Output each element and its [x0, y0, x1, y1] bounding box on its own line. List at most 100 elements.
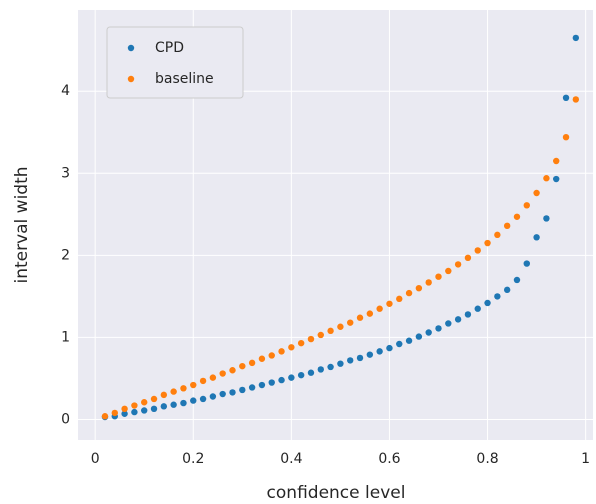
point	[180, 385, 187, 392]
point	[396, 295, 403, 303]
point	[523, 260, 530, 267]
point	[405, 289, 413, 297]
point	[533, 189, 540, 197]
point	[376, 348, 383, 355]
x-tick-label: 1	[581, 451, 590, 467]
point	[219, 370, 226, 377]
legend-label: baseline	[155, 71, 214, 87]
point	[386, 344, 393, 352]
point	[297, 371, 305, 379]
point	[239, 386, 246, 394]
point	[454, 261, 462, 268]
x-tick-label: 0.4	[280, 451, 302, 467]
point	[386, 300, 393, 307]
point	[190, 381, 197, 389]
point	[327, 363, 334, 371]
point	[288, 374, 295, 381]
point	[209, 393, 217, 400]
legend-marker	[127, 44, 135, 52]
point	[317, 366, 324, 373]
point	[258, 355, 266, 362]
point	[445, 320, 452, 327]
point	[356, 314, 364, 321]
point	[199, 377, 207, 385]
point	[160, 391, 168, 399]
point	[513, 276, 521, 284]
point	[199, 395, 207, 403]
point	[239, 362, 246, 370]
point	[258, 381, 266, 389]
point	[366, 310, 374, 317]
point	[366, 351, 374, 358]
point	[317, 331, 324, 339]
point	[464, 254, 472, 262]
point	[101, 413, 109, 420]
point	[170, 401, 177, 408]
point	[503, 222, 511, 230]
point	[376, 305, 383, 312]
legend: CPD baseline	[106, 26, 244, 99]
x-tick-label: 0.8	[476, 451, 498, 467]
point	[435, 325, 442, 332]
point	[337, 360, 344, 367]
point	[572, 34, 580, 42]
point	[307, 369, 315, 376]
point	[268, 352, 275, 359]
point	[337, 323, 344, 330]
point	[121, 410, 128, 417]
grid	[78, 10, 593, 440]
point	[494, 293, 501, 300]
point	[543, 215, 550, 222]
point	[111, 409, 118, 417]
point	[464, 311, 472, 318]
x-tick-label: 0.6	[378, 451, 400, 467]
point	[523, 202, 530, 209]
point	[248, 359, 256, 367]
point	[415, 333, 423, 340]
point	[150, 395, 158, 403]
point	[553, 157, 560, 165]
point	[553, 175, 560, 183]
point	[248, 384, 256, 391]
point	[562, 133, 570, 141]
point	[268, 379, 275, 386]
point	[494, 231, 501, 239]
point	[405, 337, 413, 344]
y-tick-label: 2	[61, 247, 70, 263]
y-tick-label: 4	[61, 83, 70, 99]
x-tick-label: 0.2	[182, 451, 204, 467]
legend-marker	[127, 75, 135, 83]
point	[572, 96, 580, 103]
y-axis-label: interval width	[12, 166, 32, 283]
point	[396, 340, 403, 348]
y-tick-label: 0	[61, 411, 70, 427]
point	[297, 339, 305, 347]
point	[415, 284, 423, 292]
point	[288, 344, 295, 351]
point	[503, 286, 511, 294]
marks	[101, 34, 580, 421]
point	[209, 374, 217, 381]
point	[160, 403, 168, 410]
point	[474, 247, 481, 254]
point	[454, 316, 462, 323]
point	[190, 397, 197, 404]
legend-box	[106, 26, 244, 99]
point	[131, 408, 138, 416]
point	[474, 305, 481, 312]
point	[278, 376, 285, 384]
x-axis-label: confidence level	[267, 483, 406, 503]
x-tick-label: 0	[91, 451, 100, 467]
point	[229, 367, 236, 374]
point	[121, 405, 128, 413]
point	[327, 327, 334, 335]
point	[278, 348, 285, 355]
point	[229, 389, 236, 396]
point	[425, 329, 432, 336]
point	[484, 299, 491, 307]
point	[533, 234, 540, 241]
point	[307, 335, 315, 343]
point	[150, 405, 158, 413]
point	[180, 399, 187, 407]
point	[356, 354, 364, 362]
